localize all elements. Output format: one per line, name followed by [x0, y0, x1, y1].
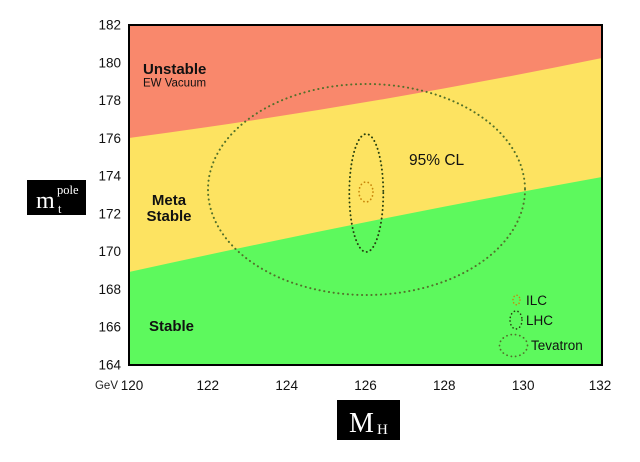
x-axis-title-subscript: H: [377, 422, 388, 438]
y-axis-title-superscript: pole: [57, 183, 79, 197]
unstable-label: Unstable: [143, 61, 206, 78]
legend-tevatron-label: Tevatron: [531, 338, 583, 353]
y-tick-178: 178: [98, 93, 121, 108]
lhc-ellipse: [348, 133, 385, 253]
y-axis-title: m pole t: [27, 180, 86, 216]
x-tick-126: 126: [354, 378, 377, 393]
legend-lhc-marker: [509, 310, 523, 330]
y-tick-174: 174: [98, 169, 121, 184]
x-axis-title-box: [337, 400, 400, 440]
y-tick-170: 170: [98, 244, 121, 259]
y-axis-ticks: 182 180 178 176 174 172 170 168 166 164: [98, 18, 121, 373]
x-axis-ticks: 120 122 124 126 128 130 132: [121, 378, 612, 393]
region-labels: Unstable EW Vacuum Meta Stable Stable 95…: [143, 61, 465, 335]
plot-border: [128, 24, 603, 366]
legend-ilc-label: ILC: [526, 293, 547, 308]
y-axis-title-subscript: t: [58, 202, 62, 216]
x-tick-130: 130: [512, 378, 535, 393]
y-tick-168: 168: [98, 282, 121, 297]
x-axis-unit-label: GeV: [95, 380, 118, 392]
legend-ilc-marker: [512, 294, 521, 306]
legend: ILC LHC Tevatron: [498, 293, 583, 358]
stable-label: Stable: [149, 318, 194, 335]
metastable-label-line2: Stable: [146, 208, 191, 225]
x-tick-128: 128: [433, 378, 456, 393]
confidence-ellipses: [207, 83, 526, 296]
unstable-region: [129, 25, 602, 138]
y-tick-166: 166: [98, 320, 121, 335]
y-tick-182: 182: [98, 18, 121, 33]
y-tick-164: 164: [98, 358, 121, 373]
x-tick-120: 120: [121, 378, 144, 393]
x-axis-title-base: M: [349, 408, 374, 439]
x-tick-122: 122: [197, 378, 220, 393]
legend-lhc-label: LHC: [526, 313, 553, 328]
ilc-ellipse: [358, 181, 374, 203]
tevatron-ellipse: [207, 83, 526, 296]
x-tick-132: 132: [589, 378, 612, 393]
y-axis-title-box: [27, 180, 86, 215]
metastable-label-line1: Meta: [152, 192, 187, 209]
legend-tevatron-marker: [498, 333, 529, 358]
cl-annotation: 95% CL: [409, 152, 465, 169]
x-axis-title: M H: [337, 400, 400, 440]
y-tick-180: 180: [98, 55, 121, 70]
y-tick-176: 176: [98, 131, 121, 146]
y-tick-172: 172: [98, 206, 121, 221]
y-axis-title-base: m: [36, 188, 55, 214]
x-tick-124: 124: [275, 378, 298, 393]
unstable-sublabel: EW Vacuum: [143, 78, 206, 90]
plot-regions: [129, 25, 602, 365]
